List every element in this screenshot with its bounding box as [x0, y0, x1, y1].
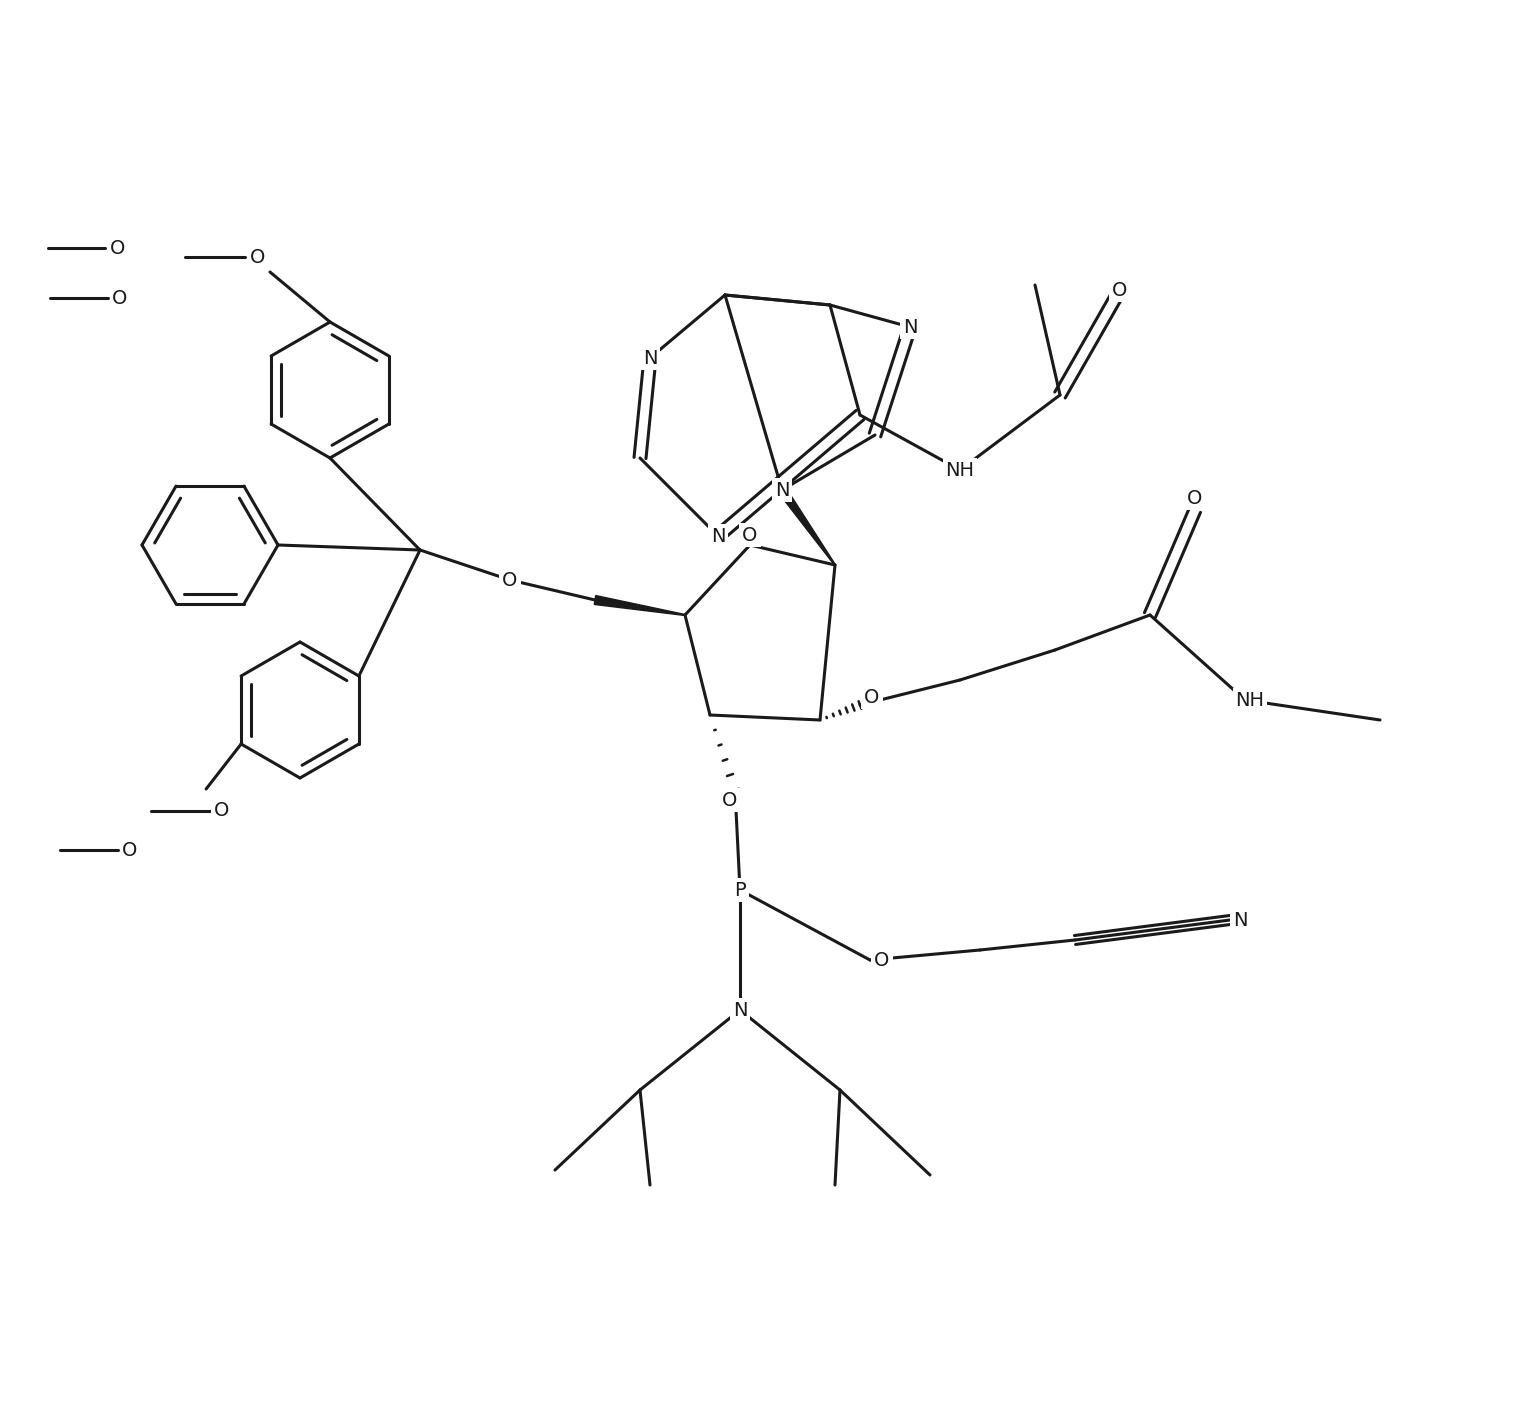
Polygon shape: [778, 487, 835, 565]
Text: O: O: [251, 248, 266, 266]
Text: NH: NH: [946, 461, 975, 479]
Text: N: N: [643, 349, 657, 367]
Text: N: N: [1233, 911, 1247, 930]
Text: O: O: [1187, 489, 1203, 507]
Text: N: N: [903, 317, 917, 336]
Text: P: P: [734, 880, 746, 900]
Text: O: O: [503, 571, 518, 589]
Polygon shape: [594, 595, 684, 615]
Text: O: O: [743, 526, 758, 544]
Text: O: O: [214, 802, 229, 820]
Text: NH: NH: [1235, 690, 1264, 710]
Text: N: N: [775, 480, 789, 500]
Text: O: O: [874, 951, 889, 969]
Text: O: O: [123, 840, 138, 860]
Text: N: N: [732, 1000, 747, 1019]
Text: N: N: [711, 527, 726, 546]
Text: O: O: [111, 238, 126, 258]
Text: O: O: [112, 289, 128, 307]
Text: O: O: [864, 687, 880, 707]
Text: O: O: [1112, 281, 1127, 299]
Text: O: O: [723, 791, 738, 809]
